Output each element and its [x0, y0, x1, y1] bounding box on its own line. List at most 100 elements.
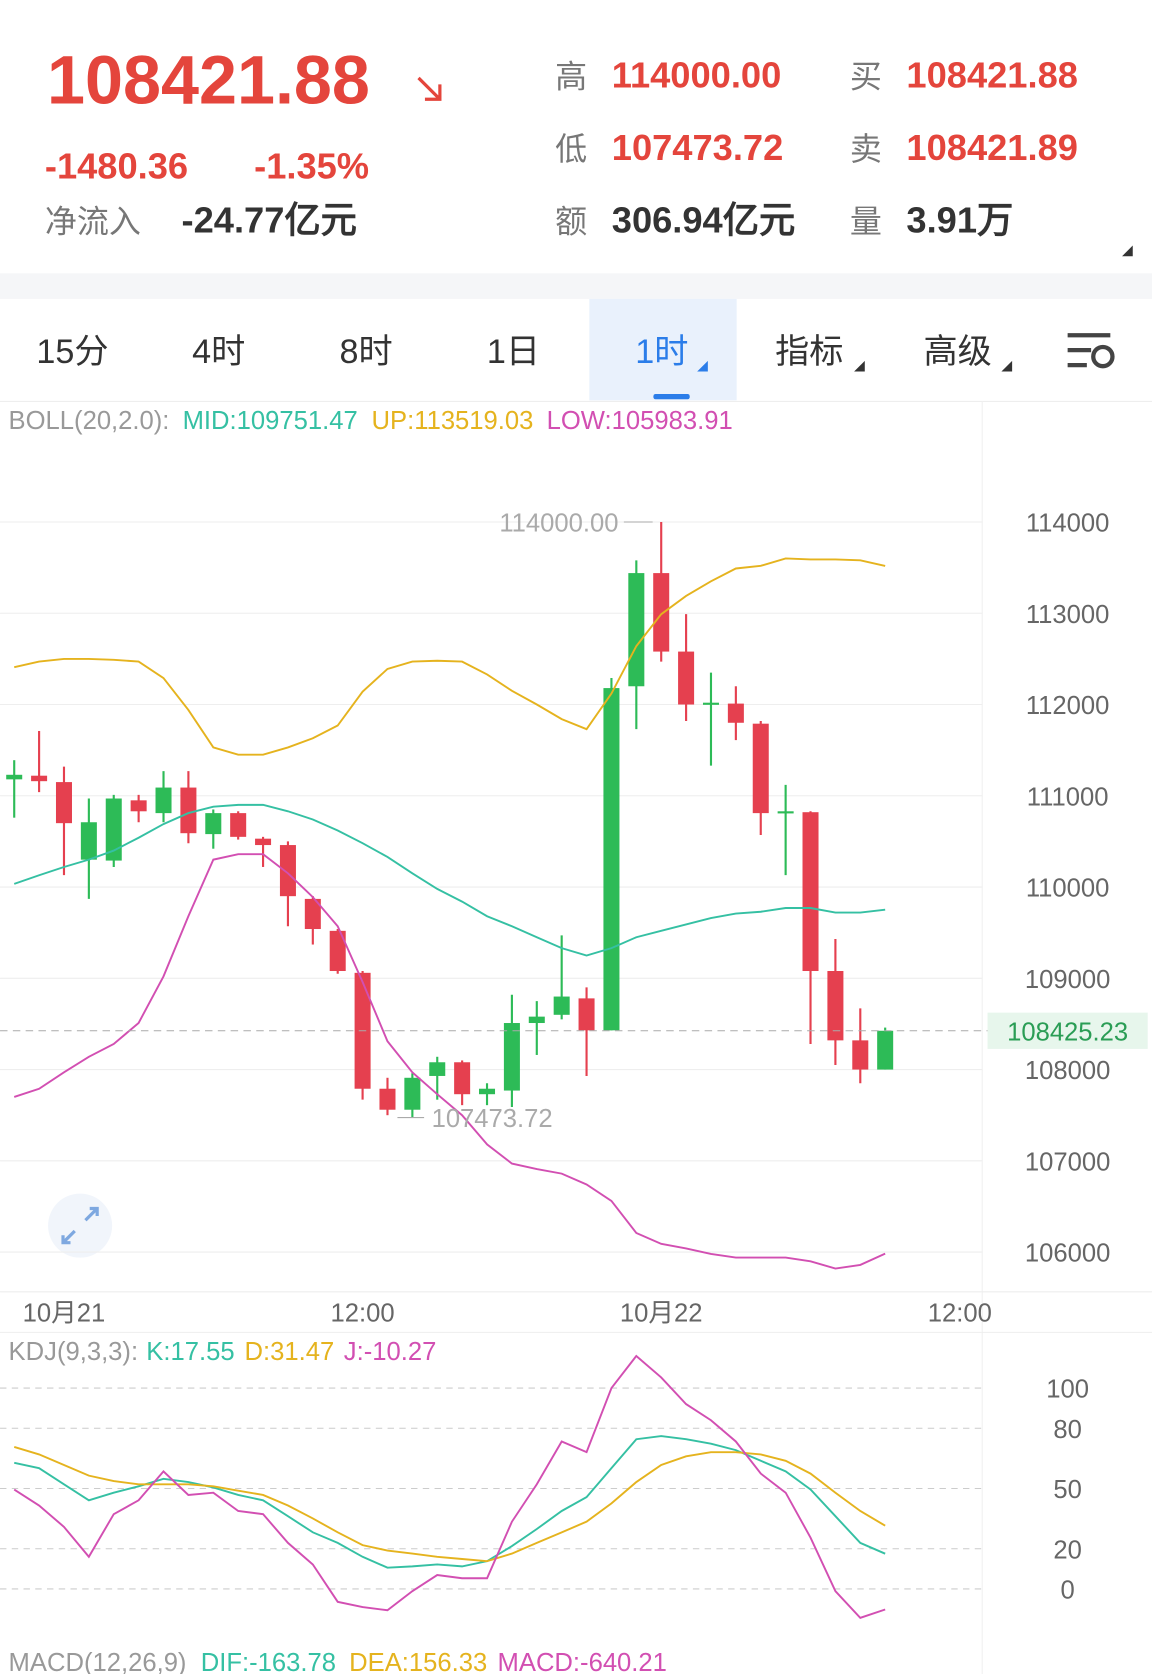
- candle-body: [479, 1088, 496, 1095]
- x-tick-label: 10月22: [620, 1300, 703, 1328]
- tab[interactable]: 指标: [775, 333, 843, 371]
- expand-triangle[interactable]: [1122, 245, 1133, 257]
- candle-body: [603, 688, 620, 1031]
- candle-body: [827, 971, 844, 1041]
- indicator-line: [13, 1354, 886, 1619]
- tab-caret: [854, 360, 865, 372]
- low-label: 107473.72: [432, 1105, 553, 1133]
- indicator-line: [13, 803, 886, 957]
- y-tick-label: 20: [1053, 1536, 1081, 1564]
- candle-body: [802, 812, 819, 972]
- candle-body: [205, 813, 222, 835]
- net-inflow-label: 净流入: [45, 204, 141, 240]
- change-pct: -1.35%: [254, 145, 369, 186]
- stat-label: 卖: [850, 131, 882, 167]
- last-price: 108421.88: [47, 43, 370, 119]
- last-price-label: 108425.23: [1007, 1018, 1128, 1046]
- candle-body: [329, 930, 346, 972]
- indicator-label: MID:109751.47: [183, 407, 358, 435]
- indicator-line: [14, 1435, 886, 1569]
- candle-body: [503, 1023, 520, 1091]
- candle-body: [31, 775, 48, 782]
- tab[interactable]: 15分: [36, 333, 108, 371]
- candle-body: [578, 998, 595, 1031]
- candle-body: [877, 1030, 894, 1070]
- stat-value: 306.94亿元: [612, 200, 796, 241]
- indicator-label: UP:113519.03: [372, 407, 534, 435]
- candle-body: [230, 813, 247, 837]
- candle-body: [130, 800, 147, 812]
- candle-body: [653, 573, 670, 652]
- candle-body: [55, 782, 72, 824]
- active-tab-underline: [653, 393, 690, 400]
- separator: [0, 273, 1152, 299]
- tab[interactable]: 高级: [924, 333, 992, 371]
- fullscreen-button[interactable]: [48, 1193, 113, 1258]
- macd-label: MACD:-640.21: [498, 1649, 667, 1674]
- indicator-label: K:17.55: [146, 1338, 234, 1366]
- stat-label: 低: [555, 131, 587, 167]
- candle-body: [528, 1016, 545, 1024]
- candle-body: [727, 703, 744, 723]
- tab-active[interactable]: 1时: [635, 333, 688, 371]
- y-tick-label: 113000: [1026, 601, 1110, 629]
- y-tick-label: 108000: [1025, 1057, 1110, 1085]
- x-tick-label: 12:00: [331, 1300, 395, 1328]
- y-tick-label: 110000: [1026, 875, 1110, 903]
- candle-body: [777, 811, 794, 814]
- macd-title: MACD(12,26,9): [9, 1649, 187, 1674]
- x-tick-label: 10月21: [23, 1300, 106, 1328]
- candle-body: [279, 845, 296, 897]
- stat-label: 额: [555, 204, 587, 240]
- last-price-tag: [987, 1012, 1148, 1049]
- indicator-line: [14, 557, 886, 756]
- stat-value: 3.91万: [906, 200, 1013, 241]
- stat-value: 114000.00: [612, 55, 782, 96]
- indicator-label: J:-10.27: [344, 1338, 437, 1366]
- y-tick-label: 106000: [1025, 1240, 1110, 1268]
- stat-value: 108421.89: [906, 127, 1078, 168]
- change: -1480.36: [45, 145, 188, 186]
- y-tick-label: 112000: [1026, 692, 1110, 720]
- indicator-line: [13, 853, 886, 1270]
- indicator-title: BOLL(20,2.0):: [9, 407, 170, 435]
- macd-label: DIF:-163.78: [201, 1649, 336, 1674]
- candle-body: [304, 898, 321, 930]
- tab[interactable]: 8时: [340, 333, 393, 371]
- candle-body: [678, 651, 695, 705]
- candle-body: [155, 787, 172, 814]
- macd-label: DEA:156.33: [349, 1649, 487, 1674]
- indicator-title: KDJ(9,3,3):: [9, 1338, 139, 1366]
- tab-caret: [1001, 360, 1013, 372]
- indicator-label: LOW:105983.91: [547, 407, 733, 435]
- active-tab-bg: [589, 298, 737, 401]
- y-tick-label: 80: [1053, 1416, 1081, 1444]
- indicator-label: D:31.47: [245, 1338, 335, 1366]
- candle-body: [752, 723, 769, 814]
- y-tick-label: 109000: [1025, 966, 1110, 994]
- y-tick-label: 100: [1046, 1376, 1089, 1404]
- tab[interactable]: 1日: [487, 333, 540, 371]
- y-tick-label: 0: [1061, 1577, 1075, 1605]
- indicator-line: [13, 1446, 886, 1563]
- tab-caret: [697, 360, 708, 372]
- candle-body: [180, 787, 197, 834]
- stat-value: 108421.88: [906, 55, 1078, 96]
- x-tick-label: 12:00: [928, 1300, 992, 1328]
- candle-body: [105, 798, 122, 861]
- candle-body: [553, 996, 570, 1015]
- high-label: 114000.00: [499, 510, 618, 538]
- candle-body: [404, 1077, 421, 1110]
- candle-body: [852, 1040, 869, 1070]
- settings-icon[interactable]: [1067, 333, 1115, 369]
- candle-body: [6, 774, 23, 780]
- candle-body: [379, 1088, 396, 1110]
- y-tick-label: 107000: [1025, 1148, 1110, 1176]
- candle-body: [255, 838, 272, 846]
- net-inflow: -24.77亿元: [182, 200, 357, 241]
- stat-label: 量: [850, 204, 882, 240]
- stat-value: 107473.72: [612, 127, 784, 168]
- candle-body: [628, 573, 645, 687]
- tab[interactable]: 4时: [192, 333, 245, 371]
